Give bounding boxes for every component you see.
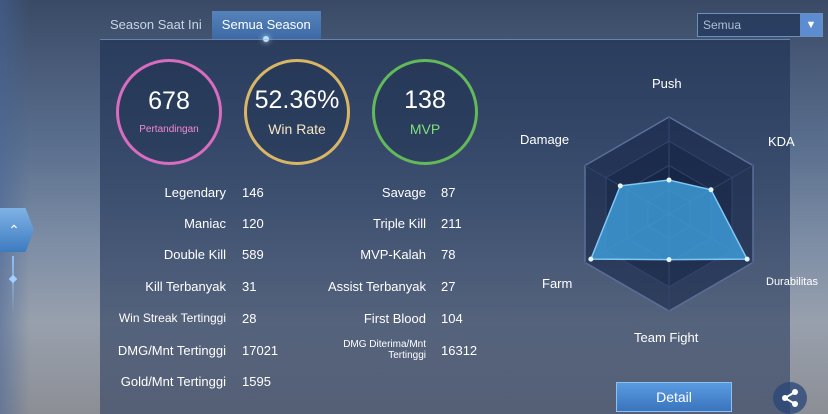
stat-value: 104 [441,311,463,326]
radar-label-kda: KDA [768,134,795,149]
stat-value: 589 [242,247,264,262]
win-rate-label: Win Rate [268,120,326,137]
stat-label: Maniac [184,216,226,231]
share-icon [782,389,798,407]
stat-value: 16312 [441,343,478,358]
stat-label: First Blood [363,311,426,326]
chevron-down-icon[interactable]: ▼ [800,14,822,36]
matches-value: 678 [148,87,190,115]
stat-label: DMG Diterima/Mnt Tertinggi [343,339,426,361]
stat-label: Gold/Mnt Tertinggi [120,374,226,389]
stat-value: 146 [242,185,264,200]
stat-label: Legendary [164,185,226,200]
season-tabs: Season Saat Ini Semua Season [100,11,321,42]
mvp-label: MVP [409,120,441,137]
stat-value: 31 [242,279,257,294]
mvp-ring: 138 MVP [372,59,478,165]
matches-label: Pertandingan [139,124,199,135]
radar-label-damage: Damage [520,132,570,147]
stat-label: DMG/Mnt Tertinggi [117,343,226,358]
radar-value-point [708,187,714,193]
win-rate-value: 52.36% [254,85,340,114]
stat-value: 120 [242,216,264,231]
win-rate-ring: 52.36% Win Rate [244,59,350,165]
tab-underline [100,39,790,40]
share-button[interactable] [773,382,807,414]
radar-label-farm: Farm [542,276,573,291]
stat-label: Assist Terbanyak [327,279,426,294]
mvp-value: 138 [404,85,446,114]
radar-value-point [617,183,623,189]
stat-label: MVP-Kalah [360,247,426,262]
stat-value: 27 [441,279,456,294]
chevron-up-icon: ⌃ [8,221,20,238]
season-filter-dropdown[interactable]: Semua ▼ [697,13,823,37]
stat-value: 78 [441,247,456,262]
stat-value: 17021 [242,343,279,358]
dropdown-value: Semua [703,18,742,32]
stat-label: Double Kill [163,247,226,262]
radar-label-team-fight: Team Fight [634,330,699,345]
detail-button[interactable]: Detail [616,382,732,412]
stat-value: 211 [441,216,462,231]
stat-value: 28 [242,311,257,326]
radar-label-durability: Durabilitas [766,276,818,288]
stat-label: Savage [381,185,426,200]
radar-value-point [666,257,672,263]
radar-value-point [744,256,750,262]
stat-label: Kill Terbanyak [145,279,226,294]
stat-value: 87 [441,185,456,200]
tab-all-seasons[interactable]: Semua Season [211,11,321,42]
radar-label-push: Push [652,76,682,91]
radar-value-point [588,256,594,262]
stat-label: Triple Kill [373,216,426,231]
side-strip [0,0,30,414]
tab-current-season[interactable]: Season Saat Ini [110,17,202,32]
side-divider [12,256,14,314]
radar-value-point [666,177,672,183]
stat-value: 1595 [242,374,271,389]
stat-label: Win Streak Tertinggi [118,311,226,325]
matches-ring: 678 Pertandingan [116,59,222,165]
